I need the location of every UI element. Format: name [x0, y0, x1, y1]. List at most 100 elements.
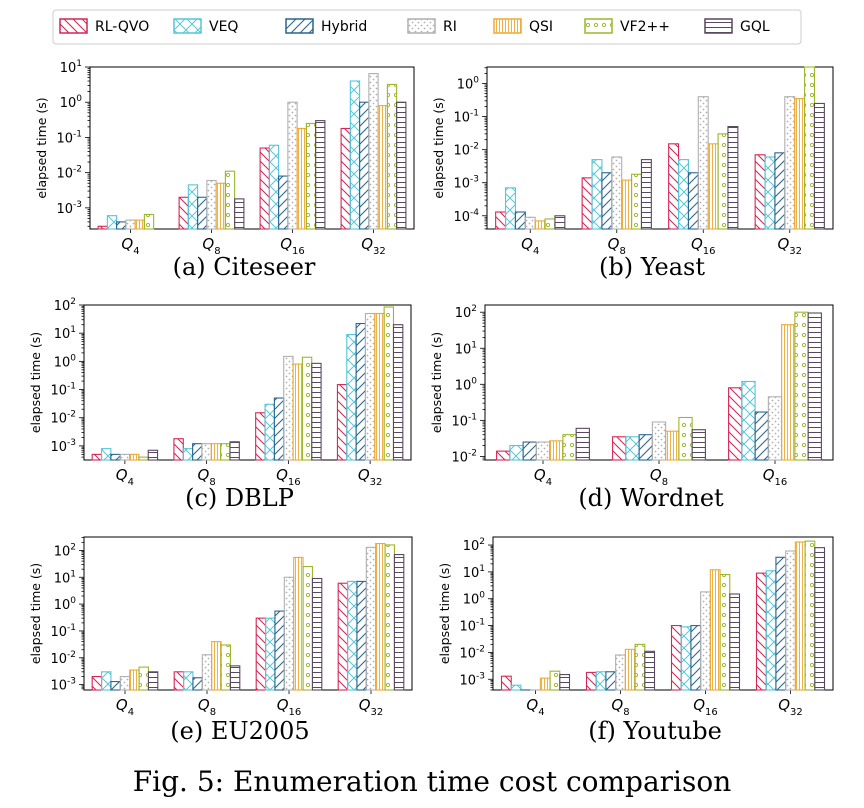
- bar-ri-q16: [700, 591, 711, 691]
- bar-gql-q8: [644, 650, 656, 691]
- bar-ri-q32: [368, 73, 379, 230]
- bar-qsi-q32: [377, 105, 388, 230]
- y-axis-label: elapsed time (s): [28, 563, 43, 664]
- legend-swatch: [407, 18, 436, 34]
- chart-panel-3: 10-3 10-2 10-1 100 101 102 elapsed time (s) Q4 Q…: [28, 297, 412, 512]
- bar-ri-q8: [615, 654, 626, 691]
- legend-swatch: [173, 18, 202, 34]
- x-tick-label: Q16: [691, 235, 716, 257]
- bar-vf2--q16: [305, 122, 317, 230]
- bar-vf2--q4: [138, 666, 149, 691]
- chart-panel-4: 10-2 10-1 100 101 102 elapsed time (s) Q4 Q8 Q16…: [429, 304, 834, 512]
- bar-veq-q32: [349, 80, 361, 230]
- y-tick-label: 101: [455, 340, 477, 357]
- y-tick-label: 10-1: [50, 623, 76, 640]
- x-tick-label: Q8: [198, 466, 216, 488]
- legend-entry-gql: GQL: [704, 18, 770, 35]
- legend-label: RL-QVO: [95, 19, 149, 35]
- bar-hybrid-q4: [116, 221, 127, 230]
- bar-gql-q16: [727, 125, 739, 230]
- legend-entry-veq: VEQ: [173, 18, 238, 35]
- legend-entry-qsi: QSI: [493, 18, 553, 35]
- y-tick-label: 10-2: [451, 448, 477, 465]
- bar-rl-qvo-q32: [340, 127, 351, 230]
- x-tick-label: Q16: [276, 466, 301, 488]
- y-tick-label: 10-2: [56, 165, 82, 182]
- bar-gql-q16: [315, 120, 326, 230]
- bar-gql-q8: [234, 198, 245, 230]
- chart-panel-5: 10-3 10-2 10-1 100 101 102 elapsed time (s) Q4 Q…: [28, 536, 413, 745]
- bar-vf2--q32: [804, 66, 816, 230]
- bar-hybrid-q8: [197, 196, 208, 230]
- bar-rl-qvo-q4: [91, 676, 103, 691]
- x-tick-label: Q16: [280, 235, 305, 257]
- bar-qsi-q8: [211, 641, 222, 691]
- bar-rl-qvo-q32: [336, 384, 348, 461]
- bar-veq-q8: [625, 436, 640, 461]
- y-tick-label: 10-2: [453, 142, 479, 159]
- x-tick-label: Q8: [608, 235, 626, 257]
- bar-gql-q16: [311, 577, 323, 691]
- bar-vf2--q32: [386, 83, 398, 230]
- y-axis-label: elapsed time (s): [28, 332, 43, 433]
- legend-label: VEQ: [209, 19, 238, 35]
- y-tick-label: 100: [455, 376, 478, 393]
- bar-vf2--q32: [383, 306, 395, 461]
- bar-hybrid-q32: [355, 322, 367, 461]
- bar-vf2--q16: [717, 133, 729, 230]
- y-tick-label: 10-3: [459, 671, 485, 688]
- bar-veq-q4: [510, 684, 522, 691]
- bar-rl-qvo-q4: [91, 453, 103, 461]
- y-tick-label: 100: [463, 591, 486, 608]
- bar-veq-q4: [509, 444, 524, 461]
- y-axis-label: elapsed time (s): [34, 97, 49, 198]
- bar-gql-q8: [640, 159, 652, 230]
- bar-gql-q32: [396, 101, 407, 230]
- bar-veq-q16: [268, 144, 280, 230]
- bar-rl-qvo-q16: [259, 147, 270, 230]
- bar-rl-qvo-q4: [500, 675, 512, 691]
- y-tick-label: 10-2: [50, 650, 76, 667]
- bar-veq-q16: [265, 617, 276, 691]
- bar-ri-q4: [119, 453, 131, 461]
- bar-ri-q16: [767, 396, 783, 461]
- y-tick-label: 101: [54, 325, 76, 342]
- y-tick-label: 10-1: [459, 618, 485, 635]
- x-tick-label: Q8: [650, 466, 668, 488]
- bar-qsi-q32: [794, 541, 806, 691]
- bar-hybrid-q32: [775, 556, 787, 691]
- bar-veq-q8: [182, 448, 194, 461]
- chart-panel-1: 10-3 10-2 10-1 100 101 elapsed time (s) Q4 Q8 Q1…: [34, 59, 415, 281]
- bar-rl-qvo-q8: [612, 436, 627, 461]
- bar-hybrid-q4: [522, 441, 537, 461]
- bar-ri-q32: [364, 312, 376, 461]
- bar-veq-q16: [264, 403, 275, 461]
- bar-ri-q4: [119, 676, 131, 691]
- bar-ri-q32: [365, 546, 377, 691]
- panels: 10-3 10-2 10-1 100 101 elapsed time (s) Q4 Q8 Q1…: [28, 59, 834, 745]
- bar-rl-qvo-q4: [97, 225, 108, 230]
- x-tick-label: Q32: [361, 235, 386, 257]
- bar-veq-q32: [765, 570, 777, 691]
- legend-swatch: [704, 18, 733, 34]
- bar-qsi-q4: [549, 440, 564, 461]
- bar-ri-q8: [201, 654, 213, 691]
- x-tick-label: Q4: [116, 466, 134, 488]
- bar-ri-q4: [535, 441, 551, 461]
- bar-ri-q8: [651, 421, 667, 461]
- legend-entry-hybrid: Hybrid: [285, 18, 367, 35]
- y-tick-label: 100: [457, 76, 480, 93]
- bar-hybrid-q4: [110, 681, 121, 691]
- y-axis-label: elapsed time (s): [437, 563, 452, 664]
- x-tick-label: Q16: [693, 696, 718, 718]
- y-tick-label: 102: [54, 297, 76, 314]
- bar-veq-q32: [347, 580, 358, 691]
- y-tick-label: 101: [463, 564, 485, 581]
- bar-hybrid-q4: [514, 211, 526, 230]
- y-tick-label: 10-1: [50, 382, 76, 399]
- bar-rl-qvo-q16: [255, 412, 266, 461]
- bar-ri-q16: [697, 96, 709, 230]
- bar-ri-q4: [125, 219, 136, 230]
- bar-rl-qvo-q4: [496, 450, 511, 461]
- bar-hybrid-q16: [687, 172, 699, 230]
